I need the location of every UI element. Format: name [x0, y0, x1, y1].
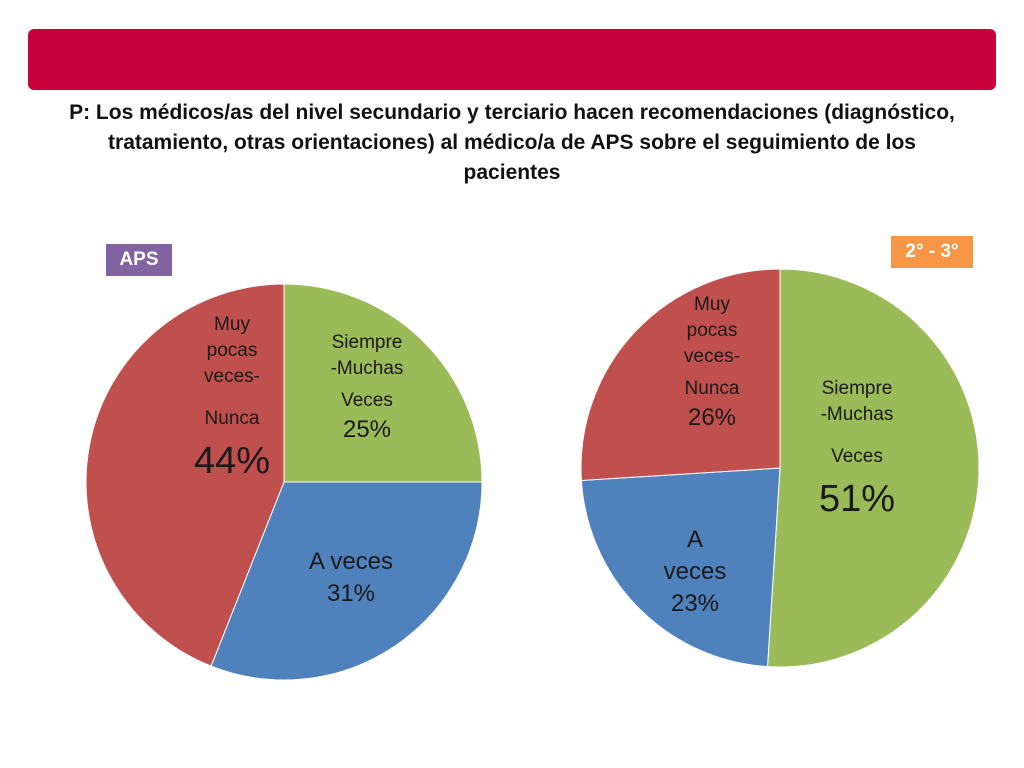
aps-slice-0	[283, 283, 483, 483]
sec-slice-2	[580, 268, 781, 482]
sec-muypocas-line1: Muy	[694, 294, 730, 315]
aps-aveces-line1: A veces	[308, 548, 394, 575]
aps-siempre-pct: 25%	[342, 416, 392, 443]
title-text: Los médicos/as del nivel secundario y te…	[90, 101, 955, 184]
sec-aveces-line1: A	[686, 526, 703, 553]
page-title: P: Los médicos/as del nivel secundario y…	[60, 98, 964, 188]
sec-label-siempre: Siempre -Muchas Veces 51%	[792, 376, 922, 524]
aps-label-siempre: Siempre -Muchas Veces 25%	[302, 330, 432, 446]
sec-label-muypocas: Muy pocas veces- Nunca 26%	[647, 292, 777, 434]
sec-muypocas-pct: 26%	[687, 404, 737, 431]
sec-siempre-line3: Veces	[831, 446, 883, 467]
aps-muypocas-line1: Muy	[214, 314, 250, 335]
aps-muypocas-line2: pocas	[206, 340, 258, 361]
sec-muypocas-line3: veces-	[684, 346, 740, 367]
aps-siempre-line3: Veces	[341, 390, 393, 411]
sec-muypocas-line2: pocas	[686, 320, 738, 341]
sec-aveces-line2: veces	[663, 558, 727, 585]
title-prefix: P:	[69, 101, 91, 124]
header-banner	[28, 29, 996, 90]
sec-siempre-pct: 51%	[818, 478, 896, 520]
sec-slice-1	[580, 467, 781, 668]
aps-siempre-line1: Siempre	[331, 332, 403, 353]
sec-aveces-pct: 23%	[670, 590, 720, 617]
aps-muypocas-pct: 44%	[193, 440, 271, 482]
aps-siempre-line2: -Muchas	[330, 358, 404, 379]
pie-chart-aps	[85, 283, 483, 681]
aps-label-muypocas: Muy pocas veces- Nunca 44%	[167, 312, 297, 486]
aps-label-aveces: A veces 31%	[286, 546, 416, 610]
aps-aveces-pct: 31%	[326, 580, 376, 607]
sec-label-aveces: A veces 23%	[630, 524, 760, 620]
sec-siempre-line2: -Muchas	[820, 404, 894, 425]
aps-muypocas-line3: veces-	[204, 366, 260, 387]
pie-chart-secondary-tertiary	[580, 268, 980, 668]
aps-muypocas-line4: Nunca	[204, 408, 260, 429]
sec-siempre-line1: Siempre	[821, 378, 893, 399]
aps-slice-1	[210, 481, 483, 681]
chart-title-secondary-tertiary: 2° - 3°	[891, 236, 973, 268]
sec-muypocas-line4: Nunca	[684, 378, 740, 399]
sec-slice-0	[766, 268, 980, 668]
aps-slice-2	[85, 283, 285, 667]
chart-title-aps: APS	[106, 244, 172, 276]
